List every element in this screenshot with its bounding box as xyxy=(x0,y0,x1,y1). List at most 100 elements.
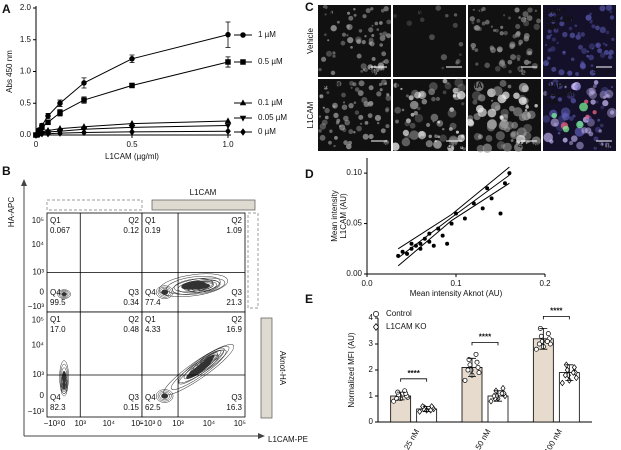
cell xyxy=(341,104,348,110)
quadrant-value: 21.3 xyxy=(226,298,242,307)
cell xyxy=(429,82,438,91)
cell xyxy=(330,25,337,32)
cell xyxy=(516,134,526,145)
cell xyxy=(547,56,551,61)
cell xyxy=(609,10,613,14)
cell xyxy=(340,40,346,46)
cell xyxy=(513,143,523,152)
cell xyxy=(497,94,507,104)
significance-bracket xyxy=(542,316,570,320)
quadrant-value: 0.12 xyxy=(123,226,139,235)
cell xyxy=(513,92,520,100)
cell xyxy=(528,60,532,64)
cell xyxy=(347,37,354,44)
cell xyxy=(455,61,459,65)
cell xyxy=(589,20,593,24)
marker xyxy=(538,333,544,339)
cell xyxy=(350,86,353,89)
cell xyxy=(452,94,457,98)
cell xyxy=(521,85,530,93)
cell xyxy=(373,66,380,73)
x-tick-label: 10³ xyxy=(74,419,86,428)
cell xyxy=(570,19,573,22)
y-axis-label: Normalized MFI (AU) xyxy=(347,332,356,407)
cell xyxy=(520,16,527,23)
panel-label: C xyxy=(305,0,314,14)
cell xyxy=(385,108,389,113)
scale-label: 40 µm xyxy=(593,67,616,76)
y-tick-label: 10³ xyxy=(32,268,44,277)
cell xyxy=(514,7,520,13)
marker xyxy=(417,408,423,415)
y-tick-label: 2.0 xyxy=(20,3,32,12)
y-tick-label: 0.10 xyxy=(346,168,362,177)
legend-marker xyxy=(239,115,247,122)
legend-label: 0 µM xyxy=(258,127,276,136)
contour xyxy=(172,277,226,295)
quadrant-value: 62.5 xyxy=(145,403,161,412)
cell xyxy=(518,39,524,45)
cell xyxy=(445,13,449,18)
cell xyxy=(360,69,364,73)
flow-plot xyxy=(141,311,246,418)
cell xyxy=(385,106,390,112)
cell xyxy=(382,31,388,37)
quadrant-value: 82.3 xyxy=(50,403,66,412)
cell xyxy=(364,35,367,38)
cell xyxy=(591,24,596,29)
contour xyxy=(62,381,66,390)
cell xyxy=(511,43,516,48)
y-tick-label: 2 xyxy=(369,365,374,374)
cell xyxy=(493,28,496,32)
cell xyxy=(455,87,461,93)
cell xyxy=(551,37,556,42)
cell xyxy=(611,37,615,42)
marker xyxy=(391,398,397,404)
legend-label: 1 µM xyxy=(258,30,276,39)
cell xyxy=(362,14,367,19)
point xyxy=(400,249,405,254)
image-label: DAPI xyxy=(321,81,340,90)
cell xyxy=(441,66,445,70)
cell xyxy=(589,69,596,76)
cell xyxy=(599,26,607,34)
cell xyxy=(448,127,453,131)
cell xyxy=(385,95,392,101)
y-tick-label: 1.0 xyxy=(20,67,32,76)
micrograph xyxy=(318,79,391,151)
contour xyxy=(196,350,222,369)
cell xyxy=(395,119,399,124)
contour xyxy=(155,285,174,299)
cell xyxy=(586,50,590,53)
scale-label: 40 µm xyxy=(518,141,541,150)
image-label: L1CAM xyxy=(546,15,574,24)
cell xyxy=(495,131,505,141)
cell xyxy=(474,48,479,53)
cell xyxy=(391,142,400,151)
marker xyxy=(488,397,494,405)
cell xyxy=(586,54,590,58)
cell xyxy=(326,50,332,57)
cell xyxy=(609,15,615,20)
cell xyxy=(491,99,494,102)
contour xyxy=(183,349,224,380)
quadrant-value: 0.19 xyxy=(145,226,161,235)
contour xyxy=(161,393,169,399)
marker xyxy=(491,392,497,400)
cell xyxy=(478,8,483,13)
scale-label: 40 µm xyxy=(443,67,466,76)
cell xyxy=(384,82,387,85)
quadrant-value: 1.09 xyxy=(226,226,242,235)
cell xyxy=(374,71,378,75)
cell xyxy=(376,121,380,125)
cell xyxy=(368,100,374,106)
cell xyxy=(585,14,592,21)
cell xyxy=(348,15,354,21)
x-tick-label: 0 xyxy=(157,419,162,428)
contour xyxy=(159,391,170,401)
cell xyxy=(354,87,360,92)
marker xyxy=(57,100,63,106)
panel-label: D xyxy=(305,167,314,181)
cell xyxy=(352,82,357,87)
cell xyxy=(444,82,452,90)
